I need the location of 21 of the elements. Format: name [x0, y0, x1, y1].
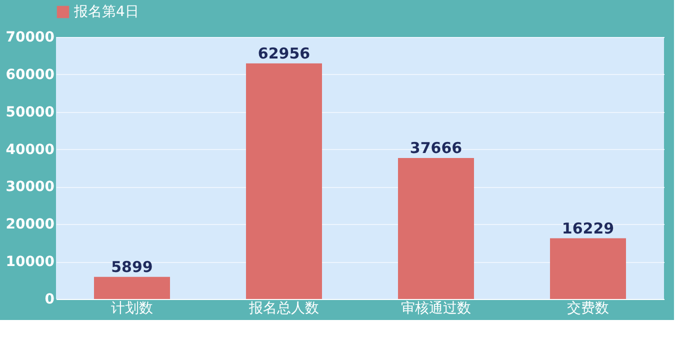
- data-label: 37666: [410, 139, 462, 158]
- x-tick-label: 计划数: [111, 300, 153, 316]
- x-tick-label: 报名总人数: [248, 300, 319, 316]
- x-tick-label: 审核通过数: [401, 300, 471, 316]
- y-tick-label: 70000: [6, 30, 55, 46]
- data-label: 62956: [258, 44, 310, 62]
- y-tick-label: 50000: [6, 104, 55, 120]
- bar: [94, 276, 170, 299]
- data-label: 16229: [562, 219, 614, 238]
- y-tick-label: 10000: [6, 254, 55, 270]
- y-tick-label: 30000: [6, 179, 55, 196]
- bar: [398, 158, 474, 299]
- y-tick-label: 40000: [6, 142, 55, 158]
- x-tick-label: 交费数: [567, 300, 609, 316]
- legend-label: 报名第4日: [73, 4, 139, 20]
- y-tick-label: 60000: [6, 66, 55, 83]
- bar: [246, 63, 322, 299]
- y-tick-label: 0: [44, 292, 55, 308]
- data-label: 5899: [111, 258, 153, 276]
- y-tick-label: 20000: [6, 216, 55, 233]
- bar: [550, 238, 626, 299]
